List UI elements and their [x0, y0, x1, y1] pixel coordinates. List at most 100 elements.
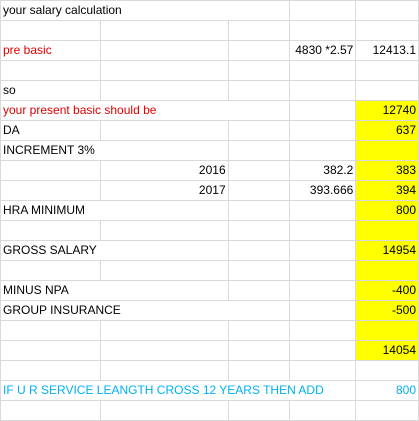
- cell-d12[interactable]: [289, 220, 357, 241]
- cell-b11[interactable]: [99, 200, 229, 221]
- cell-c19[interactable]: [227, 360, 291, 381]
- cell-b3[interactable]: [99, 40, 229, 61]
- cell-inc-2017-calc[interactable]: 393.666: [289, 180, 357, 201]
- cell-gi-value[interactable]: -500: [355, 300, 419, 321]
- cell-d16[interactable]: [289, 300, 357, 321]
- cell-year-2016[interactable]: 2016: [99, 160, 229, 181]
- cell-e5[interactable]: [355, 80, 419, 101]
- cell-a4[interactable]: [0, 60, 101, 81]
- cell-net-value[interactable]: 14054: [355, 340, 419, 361]
- cell-e2[interactable]: [355, 20, 419, 41]
- cell-c1[interactable]: [227, 0, 291, 21]
- cell-d2[interactable]: [289, 20, 357, 41]
- cell-gi-label[interactable]: GROUP INSURANCE: [0, 300, 229, 321]
- cell-inc-2016-value[interactable]: 383: [355, 160, 419, 181]
- cell-a19[interactable]: [0, 360, 101, 381]
- cell-b5[interactable]: [99, 80, 229, 101]
- cell-b13[interactable]: [99, 240, 229, 261]
- cell-e14[interactable]: [355, 260, 419, 281]
- cell-c9[interactable]: [227, 160, 291, 181]
- cell-c17[interactable]: [227, 320, 291, 341]
- cell-b2[interactable]: [99, 20, 229, 41]
- cell-b21[interactable]: [99, 400, 229, 421]
- cell-e21[interactable]: [355, 400, 419, 421]
- cell-b19[interactable]: [99, 360, 229, 381]
- cell-present-basic-value[interactable]: 12740: [355, 100, 419, 121]
- cell-da-value[interactable]: 637: [355, 120, 419, 141]
- cell-c7[interactable]: [227, 120, 291, 141]
- cell-c21[interactable]: [227, 400, 291, 421]
- cell-d15[interactable]: [289, 280, 357, 301]
- cell-e1[interactable]: [355, 0, 419, 21]
- cell-npa-label[interactable]: MINUS NPA: [0, 280, 101, 301]
- cell-npa-value[interactable]: -400: [355, 280, 419, 301]
- cell-e4[interactable]: [355, 60, 419, 81]
- cell-year-2017[interactable]: 2017: [99, 180, 229, 201]
- cell-d13[interactable]: [289, 240, 357, 261]
- cell-c3[interactable]: [227, 40, 291, 61]
- cell-c8[interactable]: [227, 140, 291, 161]
- cell-pre-basic-result[interactable]: 12413.1: [355, 40, 419, 61]
- cell-gross-label[interactable]: GROSS SALARY: [0, 240, 101, 261]
- cell-d14[interactable]: [289, 260, 357, 281]
- cell-a9[interactable]: [0, 160, 101, 181]
- cell-gross-value[interactable]: 14954: [355, 240, 419, 261]
- cell-d18[interactable]: [289, 340, 357, 361]
- cell-a14[interactable]: [0, 260, 101, 281]
- cell-c10[interactable]: [227, 180, 291, 201]
- cell-so[interactable]: so: [0, 80, 101, 101]
- cell-service-add-value[interactable]: 800: [355, 380, 419, 401]
- cell-c14[interactable]: [227, 260, 291, 281]
- cell-c16[interactable]: [227, 300, 291, 321]
- cell-c11[interactable]: [227, 200, 291, 221]
- cell-a2[interactable]: [0, 20, 101, 41]
- cell-a17[interactable]: [0, 320, 101, 341]
- cell-d7[interactable]: [289, 120, 357, 141]
- cell-e12[interactable]: [355, 220, 419, 241]
- cell-a18[interactable]: [0, 340, 101, 361]
- cell-inc-2016-calc[interactable]: 382.2: [289, 160, 357, 181]
- cell-a10[interactable]: [0, 180, 101, 201]
- cell-b12[interactable]: [99, 220, 229, 241]
- cell-a21[interactable]: [0, 400, 101, 421]
- cell-c15[interactable]: [227, 280, 291, 301]
- cell-pre-basic-value[interactable]: 4830 *2.57: [289, 40, 357, 61]
- cell-c18[interactable]: [227, 340, 291, 361]
- cell-d4[interactable]: [289, 60, 357, 81]
- cell-inc-2017-value[interactable]: 394: [355, 180, 419, 201]
- cell-d17[interactable]: [289, 320, 357, 341]
- cell-d6[interactable]: [289, 100, 357, 121]
- cell-d5[interactable]: [289, 80, 357, 101]
- cell-da-label[interactable]: DA: [0, 120, 101, 141]
- cell-c4[interactable]: [227, 60, 291, 81]
- cell-d8[interactable]: [289, 140, 357, 161]
- cell-present-basic-label[interactable]: your present basic should be: [0, 100, 229, 121]
- cell-pre-basic-label[interactable]: pre basic: [0, 40, 101, 61]
- cell-e17[interactable]: [355, 320, 419, 341]
- cell-b17[interactable]: [99, 320, 229, 341]
- cell-b15[interactable]: [99, 280, 229, 301]
- cell-d19[interactable]: [289, 360, 357, 381]
- cell-hra-label[interactable]: HRA MINIMUM: [0, 200, 101, 221]
- cell-c2[interactable]: [227, 20, 291, 41]
- cell-service-note[interactable]: IF U R SERVICE LEANGTH CROSS 12 YEARS TH…: [0, 380, 357, 401]
- cell-b8[interactable]: [99, 140, 229, 161]
- cell-d21[interactable]: [289, 400, 357, 421]
- cell-increment-label[interactable]: INCREMENT 3%: [0, 140, 101, 161]
- cell-e19[interactable]: [355, 360, 419, 381]
- cell-c5[interactable]: [227, 80, 291, 101]
- cell-e8[interactable]: [355, 140, 419, 161]
- cell-d11[interactable]: [289, 200, 357, 221]
- cell-d1[interactable]: [289, 0, 357, 21]
- cell-hra-value[interactable]: 800: [355, 200, 419, 221]
- cell-b4[interactable]: [99, 60, 229, 81]
- cell-c6[interactable]: [227, 100, 291, 121]
- row-5: so: [0, 80, 419, 101]
- cell-b7[interactable]: [99, 120, 229, 141]
- cell-a12[interactable]: [0, 220, 101, 241]
- cell-c13[interactable]: [227, 240, 291, 261]
- cell-b14[interactable]: [99, 260, 229, 281]
- cell-title[interactable]: your salary calculation: [0, 0, 229, 21]
- cell-b18[interactable]: [99, 340, 229, 361]
- cell-c12[interactable]: [227, 220, 291, 241]
